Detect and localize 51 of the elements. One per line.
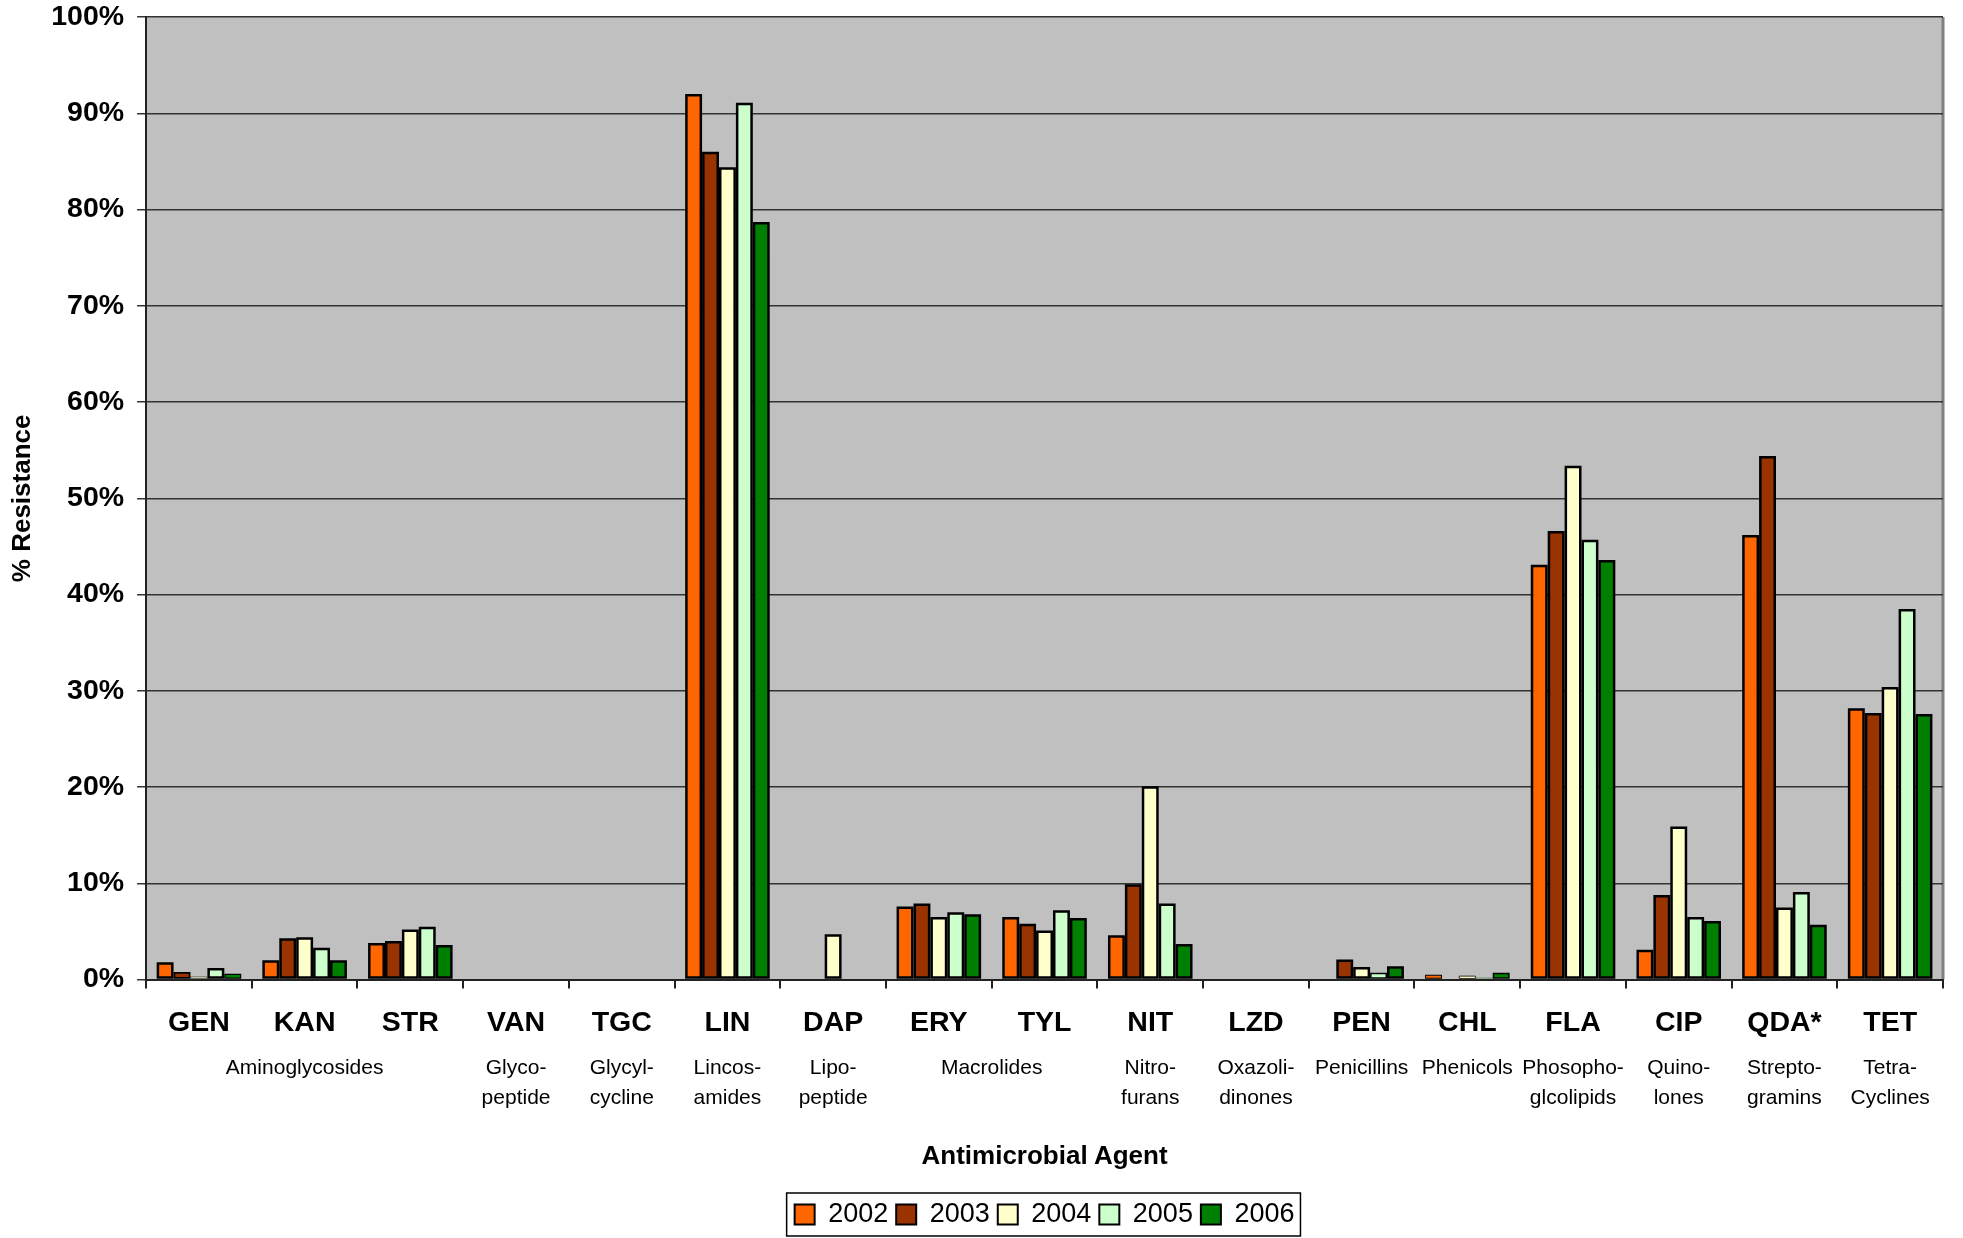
- x-tick-label: DAP: [803, 1004, 864, 1037]
- text: Glycyl- cycline: [589, 1055, 654, 1109]
- y-tick-label: 80%: [67, 191, 125, 224]
- legend-label: 2004: [1031, 1197, 1092, 1228]
- y-axis-title: % Resistance: [5, 414, 36, 583]
- y-tick-label: 30%: [67, 672, 125, 705]
- y-tick-label: 0%: [82, 961, 125, 994]
- x-tick-label: STR: [381, 1004, 439, 1037]
- text: Strepto- gramins: [1747, 1055, 1822, 1109]
- x-axis-title: Antimicrobial Agent: [921, 1139, 1168, 1170]
- text: Phenicols: [1421, 1055, 1513, 1079]
- text: Nitro- furans: [1121, 1055, 1180, 1109]
- text: Oxazoli- dinones: [1217, 1055, 1295, 1109]
- x-tick-label: VAN: [487, 1004, 546, 1037]
- x-tick-label: QDA*: [1747, 1004, 1823, 1037]
- y-tick-label: 70%: [67, 287, 125, 320]
- x-tick-label: CIP: [1654, 1004, 1703, 1037]
- legend-label: 2003: [929, 1197, 990, 1228]
- text: Quino- lones: [1647, 1055, 1711, 1109]
- text: Lincos- amides: [693, 1055, 762, 1109]
- x-tick-label: GEN: [168, 1004, 230, 1037]
- text: Lipo- peptide: [798, 1055, 868, 1109]
- text: Penicillins: [1314, 1055, 1409, 1079]
- bar: [1425, 974, 1442, 979]
- x-tick-label: CHL: [1438, 1004, 1497, 1037]
- x-tick-label: NIT: [1127, 1004, 1174, 1037]
- text: Aminoglycosides: [225, 1055, 384, 1079]
- bar: [824, 934, 842, 979]
- x-tick-label: LZD: [1228, 1004, 1284, 1037]
- text: Macrolides: [940, 1055, 1043, 1079]
- y-tick-label: 20%: [67, 768, 125, 801]
- y-tick-label: 10%: [67, 865, 125, 898]
- x-tick-label: PEN: [1332, 1004, 1391, 1037]
- x-tick-label: FLA: [1545, 1004, 1601, 1037]
- y-tick-label: 40%: [67, 576, 125, 609]
- y-tick-label: 50%: [67, 480, 125, 513]
- x-tick-label: LIN: [704, 1004, 751, 1037]
- legend-label: 2005: [1132, 1197, 1193, 1228]
- text: Tetra- Cyclines: [1850, 1055, 1930, 1109]
- y-tick-label: 100%: [51, 0, 125, 31]
- x-tick-label: ERY: [910, 1004, 968, 1037]
- x-tick-label: TGC: [591, 1004, 652, 1037]
- text: Glyco- peptide: [481, 1055, 551, 1109]
- legend-label: 2006: [1234, 1197, 1295, 1228]
- y-tick-label: 60%: [67, 383, 125, 416]
- x-tick-label: TYL: [1017, 1004, 1072, 1037]
- x-tick-label: TET: [1863, 1004, 1918, 1037]
- y-tick-label: 90%: [67, 95, 125, 128]
- x-tick-label: KAN: [273, 1004, 336, 1037]
- text: Phosopho- glcolipids: [1522, 1055, 1624, 1109]
- legend-label: 2002: [828, 1197, 889, 1228]
